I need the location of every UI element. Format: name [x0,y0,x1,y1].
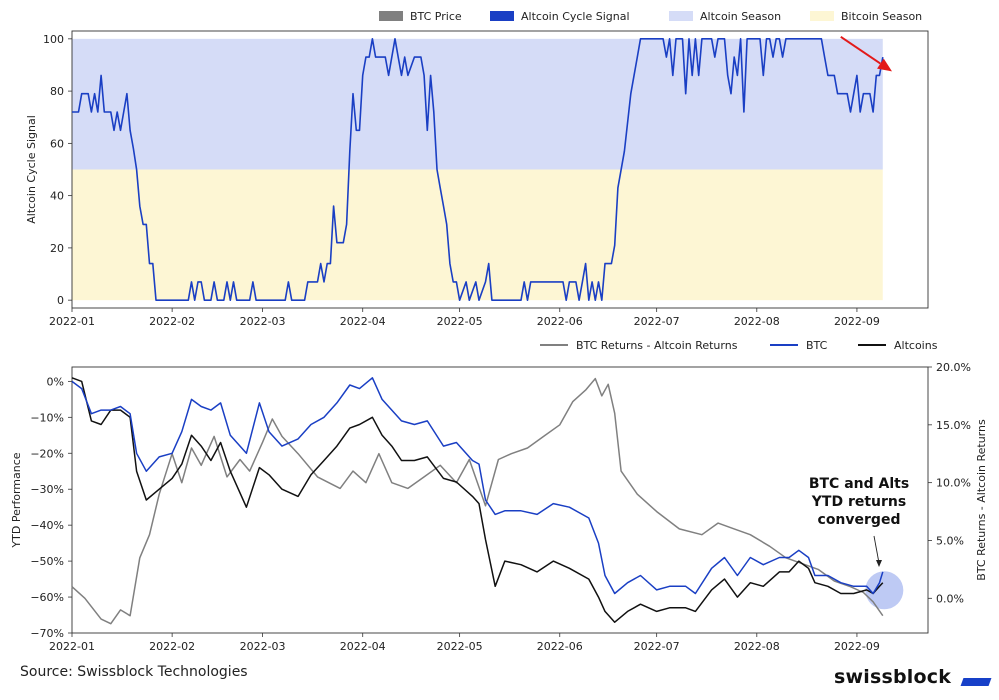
brand-logo-text: swissblock [834,666,952,688]
x-tick-label: 2022-07 [634,315,680,328]
x-tick-label: 2022-02 [149,315,195,328]
legend-swatch-altcoin-cycle-signal [490,11,514,21]
y-tick-label: −10% [30,411,64,424]
y2-axis-title: BTC Returns - Altcoin Returns [975,419,988,581]
y-axis-title: Altcoin Cycle Signal [25,115,38,224]
annotation-pointer-head [876,560,882,567]
legend-swatch-bitcoin-season [810,11,834,21]
y-tick-label: 60 [50,137,64,150]
source-note: Source: Swissblock Technologies [20,664,248,680]
region-bitcoin-season [72,169,883,301]
y2-tick-label: 15.0% [936,419,971,432]
x-tick-label: 2022-09 [834,315,880,328]
legend-swatch-altcoin-season [669,11,693,21]
ytd-performance-chart: 0% −10% −20% −30% −40% −50% −60% −70% 0.0% 5.0% 10… [10,339,988,653]
x-tick-label: 2022-02 [149,640,195,653]
legend-label-btc: BTC [806,339,828,352]
x-tick-label: 2022-04 [340,640,386,653]
y-tick-label: −40% [30,519,64,532]
y-tick-label: 80 [50,85,64,98]
annotation-pointer-line [873,535,880,564]
legend-label-btc-price: BTC Price [410,10,462,23]
brand-mark-icon [960,678,992,686]
y-tick-label: −70% [30,627,64,640]
y-tick-label: −20% [30,447,64,460]
annotation-arrow-shaft [840,36,881,65]
highlight-circle [865,571,904,610]
annotation-text-line: BTC and Alts [809,476,909,492]
y-tick-label: 100 [43,33,64,46]
y-tick-label: −50% [30,555,64,568]
x-tick-label: 2022-05 [437,640,483,653]
x-tick-label: 2022-05 [437,315,483,328]
region-altcoin-season [72,38,883,170]
y-tick-label: 40 [50,190,64,203]
legend-label-btc-returns-altcoin-returns: BTC Returns - Altcoin Returns [576,339,738,352]
x-tick-label: 2022-01 [49,315,95,328]
y-tick-label: −30% [30,483,64,496]
annotation-text-line: converged [818,512,901,528]
series-line-btc [71,377,884,595]
annotation-text-line: YTD returns [811,494,906,510]
series-line-altcoin-cycle-signal [72,38,884,301]
x-tick-label: 2022-06 [537,315,583,328]
y2-tick-label: 20.0% [936,361,971,374]
x-tick-label: 2022-03 [240,640,286,653]
x-tick-label: 2022-06 [537,640,583,653]
y-tick-label: −60% [30,591,64,604]
annotation-arrow-head [877,58,893,72]
y2-tick-label: 10.0% [936,477,971,490]
x-tick-label: 2022-08 [734,640,780,653]
x-tick-label: 2022-03 [240,315,286,328]
legend-label-bitcoin-season: Bitcoin Season [841,10,922,23]
y-tick-label: 0% [47,375,64,388]
altcoin-cycle-signal-chart: 0 20 40 60 80 100 2022-01 2022-02 2022-03 2022-04… [25,10,929,328]
legend-label-altcoin-cycle-signal: Altcoin Cycle Signal [521,10,630,23]
x-tick-label: 2022-08 [734,315,780,328]
y-tick-label: 0 [57,294,64,307]
plot-frame [71,366,929,634]
x-tick-label: 2022-04 [340,315,386,328]
y2-tick-label: 5.0% [936,534,964,547]
legend-swatch-btc-price [379,11,403,21]
x-tick-label: 2022-09 [834,640,880,653]
y-axis-title: YTD Performance [10,452,23,548]
series-line-altcoins [71,377,884,623]
y-tick-label: 20 [50,242,64,255]
legend-label-altcoins: Altcoins [894,339,938,352]
legend-label-altcoin-season: Altcoin Season [700,10,781,23]
x-tick-label: 2022-07 [634,640,680,653]
x-tick-label: 2022-01 [49,640,95,653]
plot-frame [71,30,929,309]
y2-tick-label: 0.0% [936,592,964,605]
